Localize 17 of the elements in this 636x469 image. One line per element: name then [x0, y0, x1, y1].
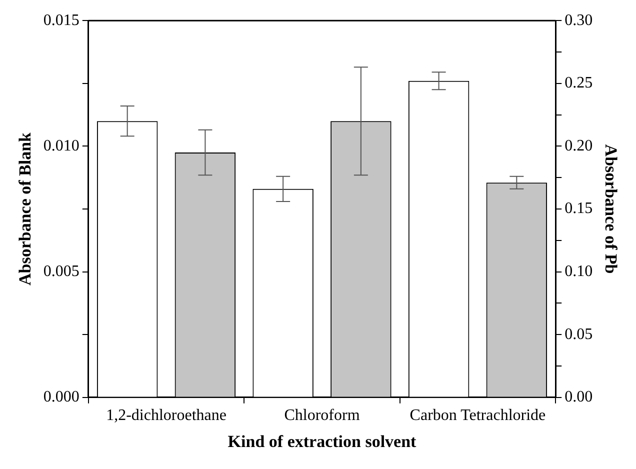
- y2-tick-label: 0.10: [564, 263, 593, 280]
- y2-tick-label: 0.20: [564, 137, 593, 154]
- y2-tick-label: 0.25: [564, 74, 593, 92]
- y-axis-title: Absorbance of Blank: [16, 132, 35, 286]
- x-axis-title: Kind of extraction solvent: [228, 432, 417, 452]
- y-tick-label: 0.000: [43, 388, 80, 406]
- x-tick-label: 1,2-dichloroethane: [106, 407, 226, 424]
- x-tick-label: Chloroform: [284, 407, 360, 424]
- y2-tick-label: 0.15: [564, 200, 593, 218]
- y2-axis-title: Absorbance of Pb: [601, 144, 620, 274]
- y2-tick-label: 0.30: [564, 12, 593, 29]
- y2-tick-label: 0.05: [564, 326, 593, 343]
- y-tick-label: 0.005: [43, 263, 80, 280]
- x-tick-label: Carbon Tetrachloride: [410, 407, 546, 424]
- y-tick-label: 0.015: [43, 12, 80, 29]
- y-tick-label: 0.010: [43, 137, 80, 154]
- y2-tick-label: 0.00: [564, 388, 593, 406]
